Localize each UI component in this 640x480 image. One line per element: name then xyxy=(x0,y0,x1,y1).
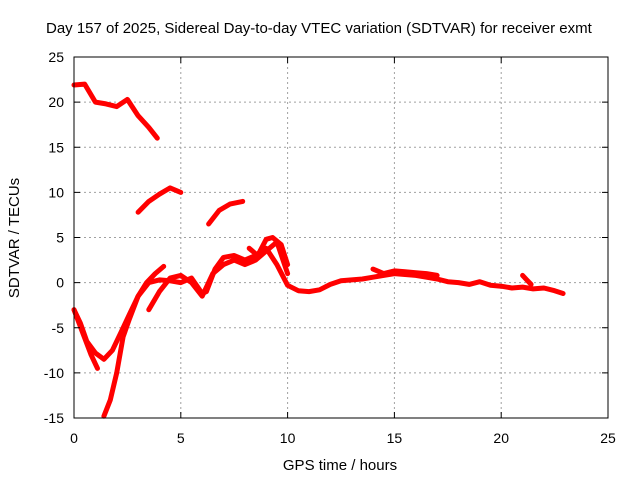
y-tick-label: 20 xyxy=(48,94,64,110)
x-tick-label: 5 xyxy=(177,430,185,446)
y-axis-label: SDTVAR / TECUs xyxy=(6,178,23,298)
series-line-track-1 xyxy=(71,81,160,141)
x-tick-label: 25 xyxy=(600,430,616,446)
y-tick-label: 5 xyxy=(56,230,64,246)
y-tick-label: 0 xyxy=(56,275,64,291)
y-tick-label: 25 xyxy=(48,49,64,65)
y-tick-label: -15 xyxy=(44,410,64,426)
ticks: 0 5 10 15 20 25 -15 -10 -5 0 5 10 15 20 25 xyxy=(44,49,616,446)
y-tick-label: -5 xyxy=(52,320,65,336)
series-line-track-5 xyxy=(101,263,167,419)
y-tick-label: 10 xyxy=(48,184,64,200)
series-line-track-2 xyxy=(135,185,184,215)
x-axis-label: GPS time / hours xyxy=(283,457,397,474)
grid xyxy=(74,57,608,418)
series-line-track-9 xyxy=(370,266,440,278)
chart-title: Day 157 of 2025, Sidereal Day-to-day VTE… xyxy=(46,20,593,37)
x-tick-label: 0 xyxy=(70,430,78,446)
x-tick-label: 20 xyxy=(493,430,509,446)
x-tick-label: 10 xyxy=(280,430,296,446)
y-tick-label: 15 xyxy=(48,139,64,155)
series-layer xyxy=(71,81,566,419)
series-line-track-10 xyxy=(520,272,534,287)
y-tick-label: -10 xyxy=(44,365,64,381)
series-line-track-4 xyxy=(71,245,566,362)
series-line-track-3 xyxy=(206,198,246,227)
series-line-track-6 xyxy=(71,307,100,371)
x-tick-label: 15 xyxy=(387,430,403,446)
series-line-track-7 xyxy=(146,239,291,313)
series-line-track-8 xyxy=(246,235,291,268)
